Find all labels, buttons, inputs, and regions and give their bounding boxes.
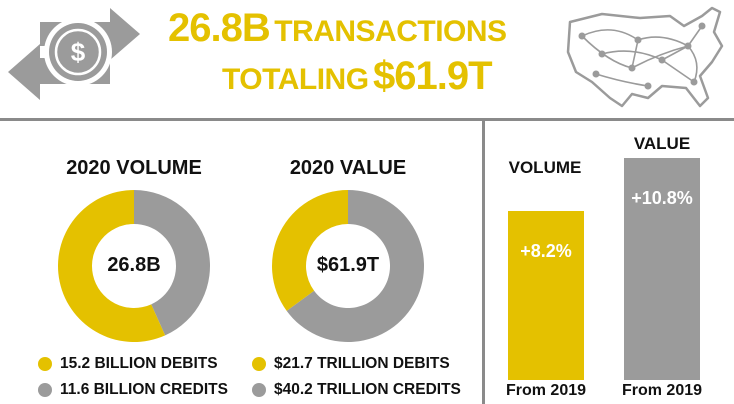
headline-transactions-label: TRANSACTIONS bbox=[274, 15, 507, 48]
bar-sublabel-volume: From 2019 bbox=[505, 382, 587, 399]
value-center-label: $61.9T bbox=[316, 254, 380, 276]
dollar-icon bbox=[49, 23, 107, 81]
legend-label: 15.2 BILLION DEBITS bbox=[60, 355, 218, 372]
volume-center-label: 26.8B bbox=[107, 254, 161, 276]
volume-legend-credits: 11.6 BILLION CREDITS bbox=[38, 381, 228, 399]
bar-volume: +8.2% bbox=[508, 211, 584, 380]
volume-chart-title: 2020 VOLUME bbox=[66, 157, 202, 179]
value-legend-debits: $21.7 TRILLION DEBITS bbox=[252, 355, 450, 373]
bar-data-label-value: +10.8% bbox=[631, 188, 693, 208]
legend-dot-credits bbox=[38, 383, 52, 397]
bar-category-label-volume: VOLUME bbox=[508, 158, 582, 177]
legend-label: 11.6 BILLION CREDITS bbox=[60, 381, 228, 398]
value-slice-credits bbox=[286, 190, 424, 342]
bar-sublabel-value: From 2019 bbox=[621, 382, 703, 399]
volume-slice-debits bbox=[57, 190, 166, 342]
dollar-coin-ring bbox=[54, 28, 102, 76]
value-legend-credits: $40.2 TRILLION CREDITS bbox=[252, 381, 461, 399]
header-icon-group: $ bbox=[0, 0, 160, 112]
value-slice-debits bbox=[272, 190, 348, 311]
legend-label: $21.7 TRILLION DEBITS bbox=[274, 355, 450, 372]
headline-transaction-count: 26.8B bbox=[168, 6, 271, 50]
bar-category-label-value: VALUE bbox=[633, 134, 691, 153]
exchange-arrows-icon: $ bbox=[8, 8, 140, 100]
bar-data-label-volume: +8.2% bbox=[520, 241, 572, 262]
value-donut-chart bbox=[272, 190, 424, 342]
value-chart-title: 2020 VALUE bbox=[289, 157, 407, 179]
headline-totaling-label: TOTALING bbox=[222, 63, 369, 96]
us-outline-shape bbox=[566, 6, 724, 108]
headline-line2: TOTALING $61.9T bbox=[222, 54, 493, 99]
headline-line1: 26.8B TRANSACTIONS bbox=[168, 6, 507, 51]
svg-text:$: $ bbox=[71, 37, 86, 67]
volume-donut-chart bbox=[57, 190, 210, 342]
headline-total-value: $61.9T bbox=[373, 54, 493, 98]
horizontal-divider bbox=[0, 118, 734, 121]
legend-dot-debits bbox=[252, 357, 266, 371]
legend-dot-debits bbox=[38, 357, 52, 371]
legend-label: $40.2 TRILLION CREDITS bbox=[274, 381, 461, 398]
legend-dot-credits bbox=[252, 383, 266, 397]
volume-slice-credits bbox=[134, 190, 210, 336]
volume-legend-debits: 15.2 BILLION DEBITS bbox=[38, 355, 218, 373]
bar-value: +10.8% bbox=[624, 158, 700, 380]
us-network-map-icon bbox=[562, 2, 730, 114]
vertical-divider bbox=[482, 118, 485, 404]
